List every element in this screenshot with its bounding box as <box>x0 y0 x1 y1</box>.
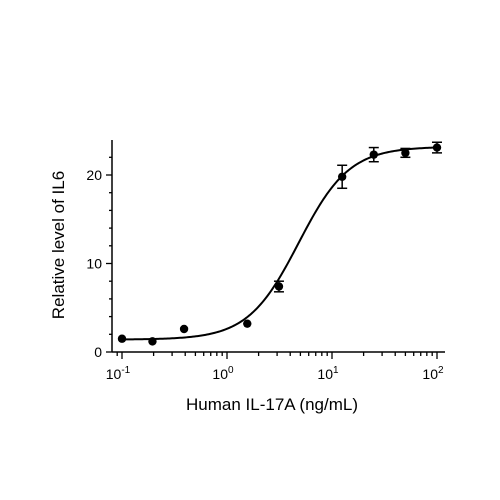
fit-curve <box>121 146 438 341</box>
x-tick-label: 10-1 <box>106 365 131 382</box>
data-point <box>243 319 252 328</box>
y-tick-label: 10 <box>86 256 102 272</box>
data-point <box>401 148 410 158</box>
x-tick-label: 100 <box>212 365 234 382</box>
data-point <box>117 334 127 343</box>
y-tick-label: 20 <box>86 167 102 183</box>
y-axis-title: Relative level of IL6 <box>49 171 68 319</box>
fit-curve-layer <box>121 146 438 341</box>
x-axis-title: Human IL-17A (ng/mL) <box>186 395 358 414</box>
x-tick-label: 101 <box>317 365 339 382</box>
data-point <box>274 282 284 291</box>
data-point <box>179 324 189 334</box>
x-tick-label: 102 <box>422 365 444 382</box>
data-point <box>337 172 347 181</box>
ticks: 0 10 20 10-1 100 101 102 <box>86 156 444 382</box>
axes <box>111 140 445 353</box>
data-point <box>369 150 378 159</box>
data-point <box>432 143 442 152</box>
data-points-layer <box>117 141 442 346</box>
y-tick-label: 0 <box>94 344 102 360</box>
data-point <box>148 337 157 346</box>
